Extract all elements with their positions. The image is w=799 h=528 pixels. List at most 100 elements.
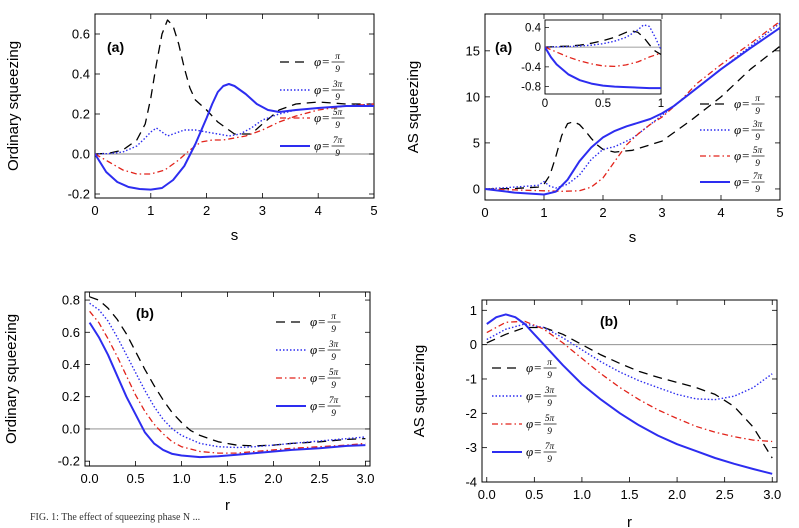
legend-fraction-denominator: 9 (547, 371, 552, 381)
legend-fraction-denominator: 9 (331, 409, 336, 419)
x-tick-label: 3.0 (356, 471, 374, 486)
legend-fraction-numerator: 3π (332, 80, 343, 90)
legend-phi-symbol: φ= (526, 444, 542, 459)
legend-entry-4: φ= 7π 9 (492, 442, 557, 465)
x-tick-label: 0.5 (127, 471, 145, 486)
legend-fraction-denominator: 9 (547, 427, 552, 437)
legend-entry-4: φ= 7π 9 (700, 172, 765, 195)
legend-fraction-numerator: 3π (752, 120, 763, 130)
y-tick-label: 0.2 (62, 389, 80, 404)
legend-phi-symbol: φ= (526, 388, 542, 403)
legend-phi-symbol: φ= (734, 122, 750, 137)
x-tick-label: 0.0 (81, 471, 99, 486)
y-tick-label: -4 (465, 475, 477, 490)
x-tick-label: 1.5 (620, 487, 638, 502)
legend-entry-3: φ= 5π 9 (280, 108, 345, 131)
legend-phi-symbol: φ= (310, 342, 326, 357)
y-tick-label: 0.2 (72, 107, 90, 122)
legend-fraction-denominator: 9 (331, 381, 336, 391)
legend-fraction-numerator: 5π (329, 368, 339, 378)
inset-series-line-4 (545, 46, 661, 90)
x-tick-label: 2.0 (668, 487, 686, 502)
legend-fraction-denominator: 9 (547, 455, 552, 465)
figure-caption: FIG. 1: The effect of squeezing phase N … (30, 512, 201, 523)
panel-label: (b) (136, 305, 154, 321)
x-tick-label: 2.0 (264, 471, 282, 486)
legend-entry-3: φ= 5π 9 (700, 146, 765, 169)
y-axis-title: Ordinary squeezing (5, 41, 22, 171)
series-line-2 (89, 302, 366, 449)
inset-series-line-2 (545, 24, 661, 50)
series-line-2 (95, 103, 374, 155)
legend-fraction-denominator: 9 (335, 93, 340, 103)
x-tick-label: 2.5 (716, 487, 734, 502)
legend-fraction-denominator: 9 (335, 65, 340, 75)
x-tick-label: 2.5 (310, 471, 328, 486)
y-tick-label: 15 (466, 43, 480, 58)
legend-entry-1: φ= π 9 (276, 312, 341, 335)
x-tick-label: 1.5 (218, 471, 236, 486)
legend-phi-symbol: φ= (526, 360, 542, 375)
legend-entry-3: φ= 5π 9 (276, 368, 341, 391)
series-line-3 (89, 310, 366, 454)
inset-series-line-1 (545, 30, 661, 56)
legend-entry-4: φ= 7π 9 (280, 136, 345, 159)
y-axis-title: AS squeezing (411, 345, 428, 438)
legend-fraction-numerator: 5π (753, 146, 763, 156)
y-tick-label: -0.2 (58, 454, 80, 469)
legend-phi-symbol: φ= (734, 174, 750, 189)
inset-y-tick-label: 0 (535, 42, 541, 54)
series-line-4 (486, 313, 773, 475)
legend-fraction-denominator: 9 (755, 107, 760, 117)
legend-fraction-numerator: 3π (544, 386, 555, 396)
legend-fraction-numerator: 5π (545, 414, 555, 424)
y-tick-label: -3 (465, 440, 477, 455)
legend-fraction-denominator: 9 (335, 149, 340, 159)
legend-fraction-denominator: 9 (335, 121, 340, 131)
legend-fraction-numerator: 7π (333, 136, 343, 146)
legend-entry-2: φ= 3π 9 (700, 120, 765, 143)
legend-fraction-denominator: 9 (755, 159, 760, 169)
inset-y-tick-label: 0.4 (525, 22, 542, 34)
plot-frame (484, 13, 781, 201)
x-axis-title: s (629, 229, 637, 246)
legend-phi-symbol: φ= (314, 82, 330, 97)
legend-fraction-denominator: 9 (755, 133, 760, 143)
y-axis-title: AS squeezing (405, 61, 422, 154)
inset-y-tick-label: -0.4 (521, 62, 541, 74)
legend-fraction-denominator: 9 (331, 325, 336, 335)
legend-fraction-denominator: 9 (331, 353, 336, 363)
y-tick-label: -1 (465, 371, 477, 386)
legend-fraction-denominator: 9 (547, 399, 552, 409)
y-tick-label: 0 (470, 337, 477, 352)
x-tick-label: 3 (259, 203, 266, 218)
inset-frame (544, 19, 662, 95)
x-tick-label: 2 (203, 203, 210, 218)
legend-entry-2: φ= 3π 9 (492, 386, 557, 409)
chart-bottom-left: 0.0 0.5 1.0 1.5 2.0 2.5 3.0-0.20.00.20.40.60.8… (3, 291, 374, 514)
inset-x-tick-label: 0.5 (595, 98, 611, 110)
legend-phi-symbol: φ= (310, 370, 326, 385)
inset-chart: 0 0.5 1 -0.8 -0.4 0 0.4 (521, 19, 664, 110)
chart-bottom-right: 0.0 0.5 1.0 1.5 2.0 2.5 3.0 -4 -3 -2 -1 0 1 r AS squee… (411, 299, 781, 528)
x-tick-label: 0.5 (525, 487, 543, 502)
inset-y-tick-label: -0.8 (521, 82, 541, 94)
x-tick-label: 4 (315, 203, 322, 218)
y-tick-label: -2 (465, 406, 477, 421)
legend-fraction-numerator: 7π (545, 442, 555, 452)
legend-phi-symbol: φ= (526, 416, 542, 431)
legend-entry-2: φ= 3π 9 (280, 80, 345, 103)
y-tick-label: 1 (470, 303, 477, 318)
inset-x-tick-label: 1 (658, 98, 664, 110)
legend-entry-3: φ= 5π 9 (492, 414, 557, 437)
legend-phi-symbol: φ= (310, 398, 326, 413)
legend-entry-1: φ= π 9 (700, 94, 765, 117)
legend-phi-symbol: φ= (310, 314, 326, 329)
x-axis-title: r (627, 514, 632, 528)
y-tick-label: 0.6 (72, 27, 90, 42)
series-line-4 (95, 83, 374, 191)
series-line-1 (485, 45, 780, 190)
legend-fraction-numerator: 7π (753, 172, 763, 182)
x-tick-label: 5 (370, 203, 377, 218)
